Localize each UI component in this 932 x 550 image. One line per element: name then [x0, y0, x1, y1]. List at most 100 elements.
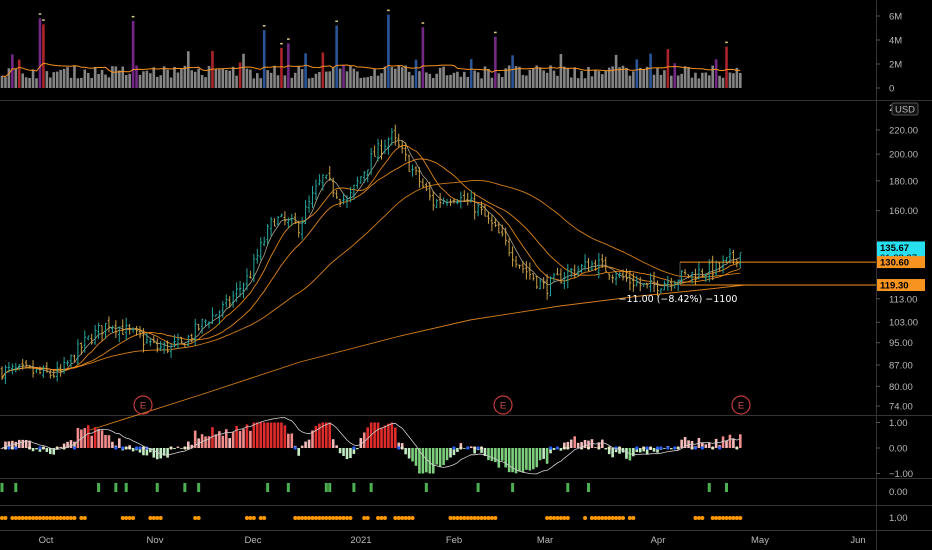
state-dot: [614, 516, 619, 520]
osc-tick-label: 0.00: [889, 444, 908, 455]
state-dot: [727, 516, 732, 520]
oscillator-bar: [31, 448, 35, 452]
state-dot: [583, 516, 588, 520]
state-dot: [731, 516, 736, 520]
state-dot: [483, 516, 487, 520]
state-dot: [379, 516, 384, 520]
volume-bar: [714, 59, 718, 88]
oscillator-bar: [394, 427, 397, 448]
volume-bar: [383, 66, 387, 88]
volume-bar: [90, 77, 93, 88]
volume-bar: [207, 66, 211, 88]
volume-bar: [556, 75, 559, 88]
volume-bar: [180, 68, 183, 88]
oscillator-bar: [714, 438, 718, 448]
price-tick-label: 74.00: [889, 402, 913, 413]
zero-line-dot: [690, 446, 694, 450]
signal-bar: [0, 483, 4, 492]
oscillator-bar: [59, 446, 62, 448]
volume-bar: [138, 74, 142, 88]
volume-bar: [611, 66, 614, 88]
volume-bar: [563, 66, 566, 88]
oscillator-bar: [176, 446, 180, 448]
time-tick-label: 2021: [350, 535, 371, 546]
state-dot: [148, 516, 153, 520]
zero-line-dot: [452, 446, 456, 450]
oscillator-bar: [262, 422, 266, 448]
volume-spike-marker: [42, 19, 45, 21]
signal-bar: [197, 483, 201, 492]
volume-bar: [242, 53, 245, 88]
zero-line-dot: [352, 446, 356, 450]
price-tag-value: 119.30: [880, 281, 909, 292]
volume-bar: [238, 62, 242, 88]
oscillator-bar: [235, 425, 238, 448]
oscillator-bar: [38, 448, 42, 452]
state-dot: [403, 516, 408, 520]
signal-bar: [286, 483, 290, 492]
oscillator-bar: [362, 432, 366, 448]
oscillator-bar: [518, 448, 521, 472]
oscillator-bar: [380, 427, 383, 448]
oscillator-bar: [204, 436, 207, 448]
oscillator-bar: [387, 423, 390, 448]
state-dot: [479, 516, 484, 520]
state-dot: [407, 516, 412, 520]
state-dot: [310, 516, 315, 520]
oscillator-bar: [400, 443, 404, 448]
oscillator-bar: [331, 439, 335, 448]
state-dot: [555, 516, 560, 520]
zero-line-dot: [400, 446, 404, 450]
volume-bar: [659, 74, 663, 88]
volume-bar: [14, 68, 18, 88]
oscillator-bar: [231, 432, 235, 448]
earnings-marker-label: E: [140, 401, 146, 412]
volume-bar: [442, 66, 445, 88]
state-dot: [410, 516, 415, 520]
state-dot: [393, 516, 398, 520]
oscillator-bar: [549, 448, 552, 454]
volume-bar: [490, 77, 494, 88]
state-dot: [196, 516, 201, 520]
state-dot: [558, 516, 563, 520]
volume-bar: [590, 76, 594, 88]
volume-bar: [269, 72, 273, 88]
signal-bar: [155, 483, 159, 492]
volume-spike-marker: [287, 38, 290, 40]
volume-bar: [155, 76, 159, 88]
state-dot: [717, 516, 722, 520]
state-dot: [34, 516, 39, 520]
volume-bar: [466, 76, 470, 88]
volume-bar: [452, 72, 456, 88]
currency-selector[interactable]: USD: [891, 102, 919, 116]
oscillator-bar: [559, 448, 563, 451]
state-dot: [455, 516, 460, 520]
state-dot: [396, 516, 401, 520]
time-axis[interactable]: Oct Nov Dec 2021 Feb Mar Apr May Jun: [39, 535, 866, 546]
earnings-marker: E: [133, 395, 153, 415]
zero-line-dot: [700, 446, 704, 450]
volume-bar: [597, 71, 601, 88]
oscillator-bar: [445, 448, 449, 461]
state-dot: [120, 516, 125, 520]
oscillator-bar: [566, 441, 570, 448]
signal-bar: [511, 483, 515, 492]
volume-bar: [652, 74, 656, 88]
state-dot: [545, 516, 550, 520]
oscillator-bar: [86, 425, 90, 448]
volume-bar: [276, 75, 280, 88]
volume-bar: [525, 75, 528, 88]
volume-bar: [266, 70, 269, 88]
oscillator-bar: [642, 448, 645, 452]
state-dot: [400, 516, 405, 520]
volume-bar: [262, 30, 266, 88]
volume-bar: [507, 65, 511, 88]
volume-bar: [494, 36, 497, 88]
oscillator-bar: [180, 448, 183, 449]
state-dot: [37, 516, 42, 520]
state-dot: [258, 516, 263, 520]
volume-bar: [83, 69, 87, 88]
volume-bar: [542, 70, 545, 88]
